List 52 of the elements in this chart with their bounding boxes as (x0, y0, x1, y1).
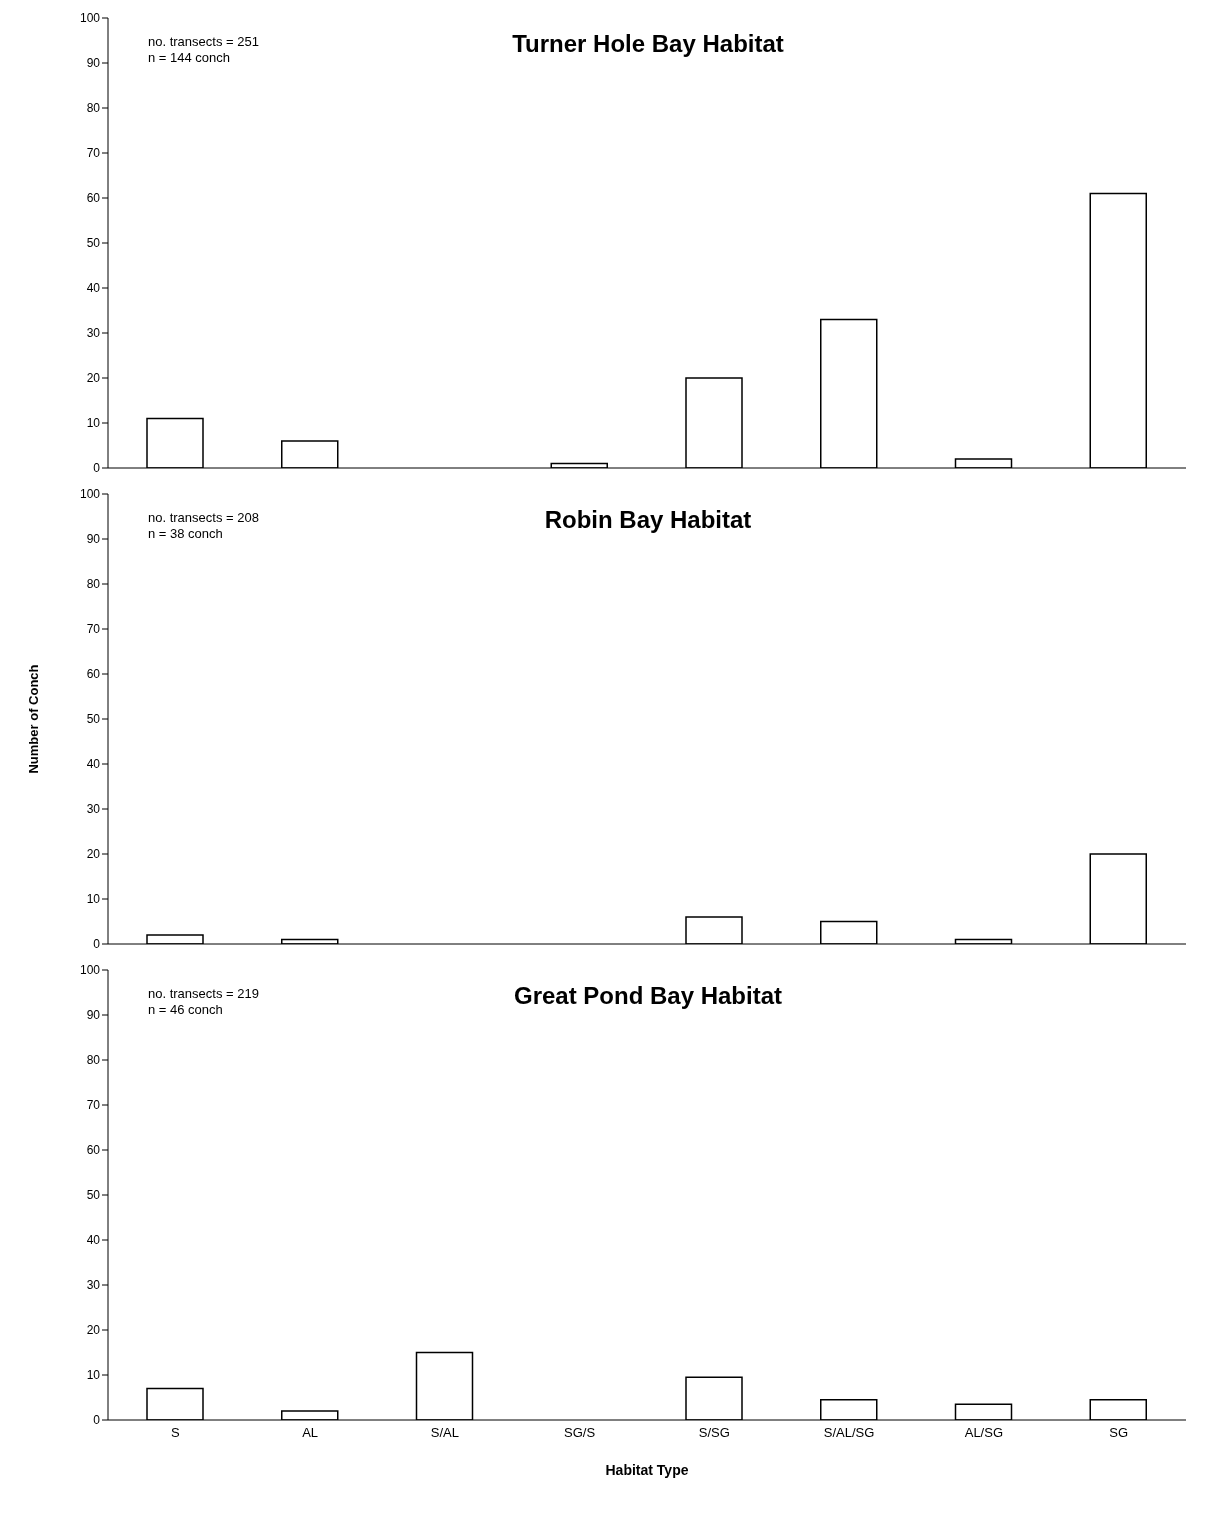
y-tick-label: 0 (93, 937, 101, 952)
y-tick-label: 40 (86, 757, 101, 772)
x-tick-label: S/AL (430, 1425, 459, 1441)
y-tick-label: 30 (86, 1278, 101, 1293)
annotation: no. transects = 219 (148, 986, 259, 1002)
y-tick-label: 10 (86, 1368, 101, 1383)
y-tick-label: 90 (86, 1008, 101, 1023)
annotation: n = 144 conch (148, 50, 232, 66)
x-axis-title: Habitat Type (605, 1462, 689, 1478)
y-tick-label: 80 (86, 1053, 101, 1068)
y-tick-label: 50 (86, 1188, 101, 1203)
y-tick-label: 90 (86, 532, 101, 547)
x-tick-label: SG (1109, 1425, 1129, 1441)
annotation: n = 38 conch (148, 526, 224, 542)
x-tick-label: S/AL/SG (823, 1425, 875, 1441)
y-tick-label: 50 (86, 712, 101, 727)
text: Turner Hole Bay Habitat (512, 30, 784, 57)
annotation: n = 46 conch (148, 1002, 224, 1018)
annotation: no. transects = 208 (148, 510, 259, 526)
x-tick-label: AL/SG (964, 1425, 1004, 1441)
y-tick-label: 80 (86, 577, 101, 592)
y-tick-label: 20 (86, 371, 101, 386)
y-tick-label: 20 (86, 847, 101, 862)
x-tick-label: AL (302, 1425, 319, 1441)
y-tick-label: 70 (86, 1098, 101, 1113)
y-tick-label: 100 (79, 963, 101, 978)
y-tick-label: 80 (86, 101, 101, 116)
x-tick-label: SG/S (564, 1425, 596, 1441)
y-axis-title: Number of Conch (25, 664, 41, 774)
y-tick-label: 60 (86, 1143, 101, 1158)
annotation: no. transects = 251 (148, 34, 259, 50)
y-tick-label: 40 (86, 1233, 101, 1248)
y-tick-label: 50 (86, 236, 101, 251)
y-tick-label: 70 (86, 622, 101, 637)
y-tick-label: 90 (86, 56, 101, 71)
y-tick-label: 100 (79, 487, 101, 502)
y-tick-label: 30 (86, 802, 101, 817)
y-tick-label: 0 (93, 1413, 101, 1428)
text: Robin Bay Habitat (544, 506, 752, 533)
y-tick-label: 10 (86, 416, 101, 431)
y-tick-label: 60 (86, 667, 101, 682)
y-tick-label: 10 (86, 892, 101, 907)
y-tick-label: 0 (93, 461, 101, 476)
y-tick-label: 70 (86, 146, 101, 161)
y-tick-label: 40 (86, 281, 101, 296)
y-tick-label: 100 (79, 11, 101, 26)
y-tick-label: 20 (86, 1323, 101, 1338)
y-tick-label: 30 (86, 326, 101, 341)
x-tick-label: S/SG (698, 1425, 730, 1441)
text: Great Pond Bay Habitat (513, 982, 783, 1009)
y-tick-label: 60 (86, 191, 101, 206)
x-tick-label: S (171, 1425, 181, 1441)
